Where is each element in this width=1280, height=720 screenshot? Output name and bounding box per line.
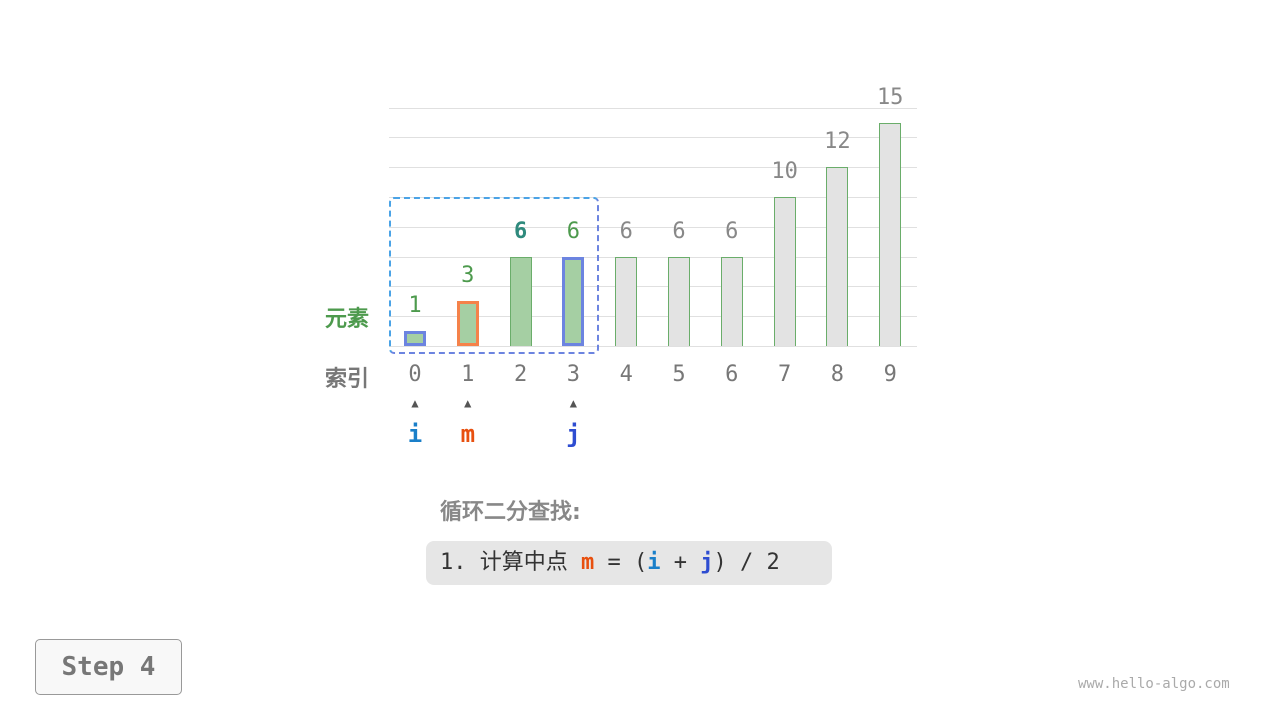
index-label: 5 xyxy=(672,362,686,387)
value-label: 15 xyxy=(876,84,904,110)
pointer-arrow-icon: ▲ xyxy=(411,396,419,410)
search-range-box xyxy=(389,197,600,354)
formula-prefix: 1. 计算中点 xyxy=(440,550,581,575)
value-label: 10 xyxy=(771,159,798,184)
pointer-arrow-icon: ▲ xyxy=(569,396,577,410)
gridline xyxy=(389,226,917,228)
gridline xyxy=(389,316,917,318)
pointer-m: m xyxy=(460,420,476,448)
formula-plus: + xyxy=(660,550,701,575)
index-row-label: 索引 xyxy=(325,367,370,392)
value-label: 3 xyxy=(461,263,475,289)
gridline xyxy=(389,256,917,258)
formula-i: i xyxy=(647,550,661,575)
watermark: www.hello-algo.com xyxy=(1078,676,1230,692)
bar xyxy=(456,301,479,346)
value-label: 6 xyxy=(725,218,739,244)
index-label: 3 xyxy=(566,362,581,387)
value-label: 6 xyxy=(619,218,633,244)
bar xyxy=(404,331,426,346)
index-label: 8 xyxy=(830,362,845,387)
gridline xyxy=(389,107,917,109)
bar xyxy=(720,256,743,346)
step-title: 循环二分查找: xyxy=(440,500,581,525)
bar xyxy=(562,256,585,346)
gridline xyxy=(389,197,917,198)
index-label: 1 xyxy=(461,362,475,387)
value-label: 6 xyxy=(513,218,528,244)
formula-eq: = ( xyxy=(594,550,648,575)
bar xyxy=(879,122,902,346)
value-label: 6 xyxy=(566,218,581,244)
gridline xyxy=(389,346,917,347)
value-label: 12 xyxy=(824,129,851,155)
formula-j: j xyxy=(700,550,714,575)
gridline xyxy=(389,167,917,169)
bar xyxy=(509,256,532,346)
step-button[interactable]: Step 4 xyxy=(35,639,182,695)
bar xyxy=(615,256,638,346)
pointer-i: i xyxy=(407,420,423,448)
pointer-j: j xyxy=(566,420,581,448)
bar xyxy=(826,167,849,346)
index-label: 9 xyxy=(883,362,897,387)
formula-m: m xyxy=(580,550,595,575)
element-row-label: 元素 xyxy=(325,307,370,332)
index-label: 0 xyxy=(408,362,422,387)
index-label: 7 xyxy=(777,362,792,387)
gridline xyxy=(389,137,917,139)
formula-box: 1. 计算中点 m = (i + j) / 2 xyxy=(426,541,832,585)
formula-suffix: ) / 2 xyxy=(713,550,780,575)
gridline xyxy=(389,286,917,288)
value-label: 1 xyxy=(408,293,422,319)
pointer-arrow-icon: ▲ xyxy=(464,396,472,410)
index-label: 6 xyxy=(725,362,739,387)
index-label: 2 xyxy=(513,362,528,387)
bar xyxy=(773,197,796,346)
value-label: 6 xyxy=(672,218,686,244)
bar xyxy=(668,256,690,346)
index-label: 4 xyxy=(619,362,633,387)
